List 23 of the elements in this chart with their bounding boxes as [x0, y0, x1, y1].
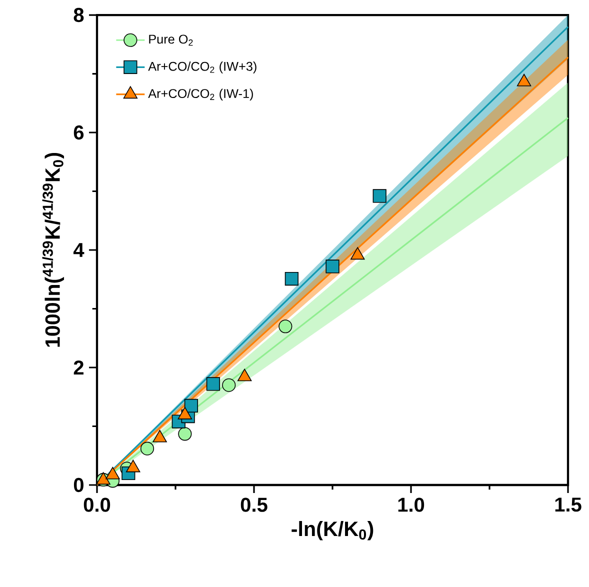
point [178, 427, 192, 441]
legend-label: Pure O$_{2}$ [149, 34, 193, 46]
point [372, 189, 386, 203]
x-tick-label: 0.5 [240, 498, 268, 512]
point [278, 320, 292, 334]
point [140, 442, 154, 456]
y-tick-label: 0 [74, 478, 84, 492]
point [284, 272, 298, 286]
point [184, 398, 198, 412]
y-axis-title: 1000ln($^{41/39}$K/$^{41/39}$K$_{0}$) [42, 152, 64, 347]
x-tick-label: 0.0 [84, 498, 110, 512]
y-tick-label: 2 [74, 360, 84, 374]
legend-label: Ar+CO/CO$_{2}$ (IW-1) [148, 88, 253, 101]
legend-label: Ar+CO/CO$_{2}$ (IW+3) [148, 62, 256, 74]
point [326, 260, 340, 274]
y-tick-label: 6 [74, 125, 84, 140]
x-axis-title: -ln(K/K$_{0}$) [292, 521, 374, 540]
x-tick-label: 1.0 [398, 498, 424, 512]
point [222, 378, 236, 392]
y-tick-label: 8 [74, 8, 84, 22]
x-tick-label: 1.5 [555, 498, 582, 512]
y-tick-label: 4 [73, 243, 84, 257]
point [206, 377, 220, 391]
